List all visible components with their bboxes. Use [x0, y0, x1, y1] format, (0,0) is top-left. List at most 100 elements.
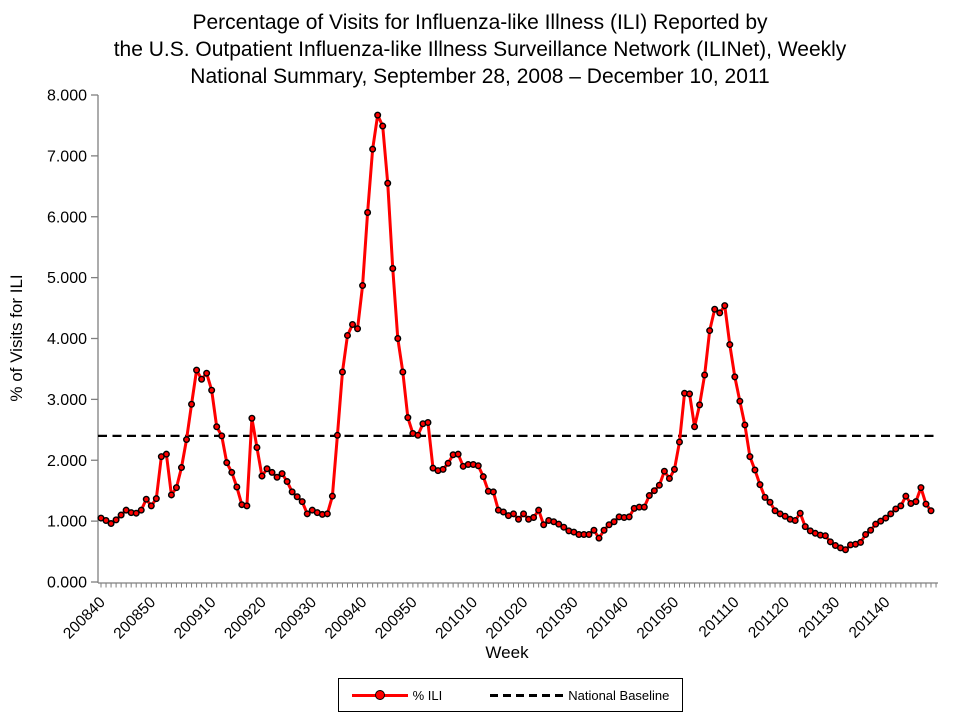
data-point-marker: [233, 483, 241, 491]
data-point-marker: [102, 517, 110, 525]
data-point-marker: [746, 453, 754, 461]
data-point-marker: [258, 472, 266, 480]
data-point-marker: [404, 414, 412, 422]
data-point-marker: [354, 325, 362, 333]
data-point-marker: [555, 520, 563, 528]
data-point-marker: [625, 513, 633, 521]
data-point-marker: [535, 506, 543, 514]
data-point-marker: [444, 459, 452, 467]
data-point-marker: [268, 468, 276, 476]
legend-item-ili: % ILI: [351, 687, 443, 703]
data-point-marker: [771, 507, 779, 515]
data-point-marker: [273, 473, 281, 481]
x-tick-label: 200940: [322, 594, 371, 643]
y-tick-label: 5.000: [47, 270, 87, 287]
legend-ili-label: % ILI: [412, 687, 443, 703]
data-point-marker: [132, 509, 140, 517]
data-point-marker: [902, 492, 910, 500]
data-point-marker: [152, 495, 160, 503]
data-point-marker: [640, 503, 648, 511]
data-point-marker: [665, 475, 673, 483]
data-point-marker: [691, 423, 699, 431]
y-axis-title: % of Visits for ILI: [7, 274, 26, 401]
data-point-marker: [872, 520, 880, 528]
legend-ili-marker-icon: [374, 690, 385, 700]
data-point-marker: [826, 538, 834, 546]
data-point-marker: [585, 531, 593, 539]
data-point-marker: [821, 532, 829, 540]
data-point-marker: [716, 309, 724, 317]
data-point-marker: [364, 208, 372, 216]
data-point-marker: [801, 523, 809, 531]
data-point-marker: [303, 510, 311, 518]
data-point-marker: [530, 513, 538, 521]
x-tick-label: 200850: [111, 594, 160, 643]
data-point-marker: [389, 264, 397, 272]
y-tick-label: 4.000: [47, 331, 87, 348]
x-tick-label: 201020: [483, 594, 532, 643]
data-point-marker: [218, 432, 226, 440]
data-point-marker: [922, 500, 930, 508]
data-point-marker: [726, 341, 734, 349]
data-point-marker: [172, 484, 180, 492]
data-point-marker: [696, 401, 704, 409]
chart-title-line2: the U.S. Outpatient Influenza-like Illne…: [113, 38, 847, 61]
y-tick-label: 8.000: [47, 88, 87, 105]
data-point-marker: [731, 373, 739, 381]
data-point-marker: [213, 423, 221, 431]
data-point-marker: [248, 414, 256, 422]
data-point-marker: [882, 514, 890, 522]
data-point-marker: [384, 179, 392, 187]
x-tick-label: 201140: [846, 594, 894, 642]
data-point-marker: [147, 502, 155, 510]
data-point-marker: [877, 517, 885, 525]
data-point-marker: [540, 521, 548, 529]
y-tick-label: 3.000: [47, 392, 87, 409]
data-point-marker: [897, 502, 905, 510]
data-point-marker: [298, 498, 306, 506]
data-point-marker: [278, 470, 286, 478]
data-point-marker: [610, 518, 618, 526]
y-tick-label: 7.000: [47, 148, 87, 165]
data-point-marker: [701, 371, 709, 379]
data-point-marker: [228, 468, 236, 476]
x-tick-label: 200950: [372, 594, 421, 643]
data-point-marker: [193, 366, 201, 374]
data-point-marker: [323, 510, 331, 518]
data-point-marker: [338, 368, 346, 376]
data-point-marker: [188, 400, 196, 408]
x-tick-label: 201110: [696, 594, 743, 641]
data-point-marker: [223, 459, 231, 467]
data-point-marker: [660, 467, 668, 475]
data-point-marker: [328, 492, 336, 500]
data-point-marker: [917, 484, 925, 492]
data-point-marker: [283, 478, 291, 486]
data-point-marker: [751, 466, 759, 474]
data-point-marker: [675, 438, 683, 446]
data-point-marker: [349, 320, 357, 328]
data-point-marker: [489, 488, 497, 496]
chart-title-line3: National Summary, September 28, 2008 – D…: [190, 65, 770, 88]
legend-ili-line-sample: [351, 690, 408, 700]
data-point-marker: [454, 450, 462, 458]
data-point-marker: [927, 507, 935, 515]
ili-series-line: [99, 113, 933, 552]
data-point-marker: [333, 431, 341, 439]
data-point-marker: [605, 521, 613, 529]
data-point-marker: [203, 369, 211, 377]
data-point-marker: [424, 419, 432, 427]
x-tick-label: 201040: [583, 594, 632, 643]
data-point-marker: [394, 335, 402, 343]
data-point-marker: [655, 481, 663, 489]
chart-title: Percentage of Visits for Influenza-like …: [0, 9, 960, 90]
data-point-marker: [142, 495, 150, 503]
data-point-marker: [841, 546, 849, 554]
data-point-marker: [781, 512, 789, 520]
data-point-marker: [107, 520, 115, 528]
data-point-marker: [736, 397, 744, 405]
x-tick-label: 201050: [634, 594, 683, 643]
data-point-marker: [515, 515, 523, 523]
data-point-marker: [479, 473, 487, 481]
x-axis-title: Week: [485, 643, 529, 662]
